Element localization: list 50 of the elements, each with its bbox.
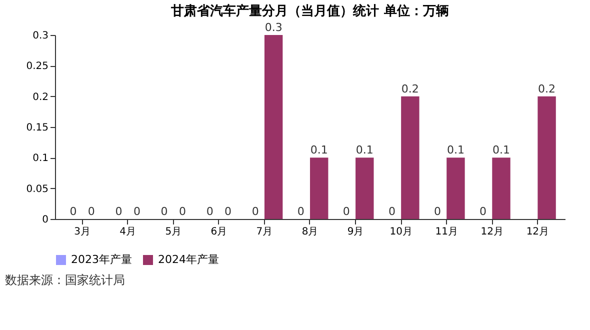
bar <box>401 96 420 219</box>
x-tick-label: 9月 <box>347 226 364 238</box>
y-tick-label: 0.1 <box>32 153 48 164</box>
legend-label: 2023年产量 <box>71 253 132 266</box>
y-tick-label: 0.2 <box>32 92 48 103</box>
data-label: 0 <box>342 205 350 218</box>
x-tick-label: 3月 <box>74 226 91 238</box>
x-tick-label: 5月 <box>165 226 182 238</box>
data-label: 0 <box>252 205 259 218</box>
data-label: 0 <box>434 205 441 218</box>
bar <box>264 35 283 219</box>
data-label: 0 <box>115 205 122 218</box>
bar <box>538 96 556 219</box>
y-tick-label: 0.3 <box>32 30 48 42</box>
y-tick-label: 0.15 <box>26 122 48 134</box>
x-tick-label: 4月 <box>120 226 136 238</box>
bar <box>446 158 465 219</box>
data-label: 0 <box>88 205 95 218</box>
x-tick-label: 11月 <box>435 226 458 238</box>
x-tick-label: 10月 <box>390 226 412 238</box>
data-label: 0 <box>224 205 232 218</box>
data-label: 0 <box>480 205 487 218</box>
bar <box>310 158 328 219</box>
bar <box>356 158 374 219</box>
x-tick-label: 12月 <box>526 226 550 238</box>
x-tick-label: 12月 <box>480 226 504 238</box>
data-label: 0.2 <box>538 82 556 96</box>
data-label: 0.3 <box>264 21 282 34</box>
data-label: 0 <box>179 205 186 218</box>
data-label: 0 <box>388 205 396 218</box>
data-label: 0 <box>206 205 214 218</box>
data-label: 0.1 <box>310 144 328 157</box>
data-label: 0.1 <box>492 144 510 157</box>
x-tick-label: 6月 <box>210 226 228 238</box>
data-label: 0.2 <box>401 82 419 96</box>
y-tick-label: 0.05 <box>26 184 48 195</box>
data-label: 0.1 <box>446 144 464 157</box>
data-label: 0 <box>133 205 140 218</box>
source-note: 数据来源：国家统计局 <box>5 273 125 287</box>
bar <box>492 158 510 219</box>
data-label: 0 <box>70 205 77 218</box>
data-label: 0.1 <box>356 144 374 157</box>
chart-title: 甘肃省汽车产量分月（当月值）统计 单位：万辆 <box>170 3 449 19</box>
y-tick-label: 0 <box>42 214 48 226</box>
x-tick-label: 7月 <box>256 226 273 238</box>
legend-label: 2024年产量 <box>158 253 219 266</box>
data-label: 0 <box>160 205 168 218</box>
y-tick-label: 0.25 <box>26 61 48 72</box>
x-tick-label: 8月 <box>302 226 318 238</box>
data-label: 0 <box>297 205 304 218</box>
